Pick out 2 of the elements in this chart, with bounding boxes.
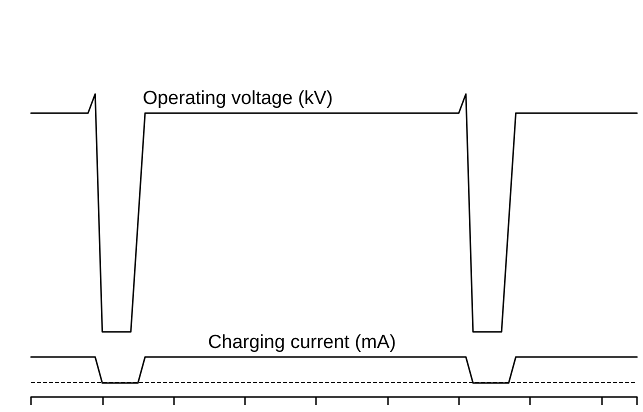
series-label: Operating voltage (kV)	[142, 88, 333, 110]
series-label: Charging current (mA)	[208, 332, 396, 354]
